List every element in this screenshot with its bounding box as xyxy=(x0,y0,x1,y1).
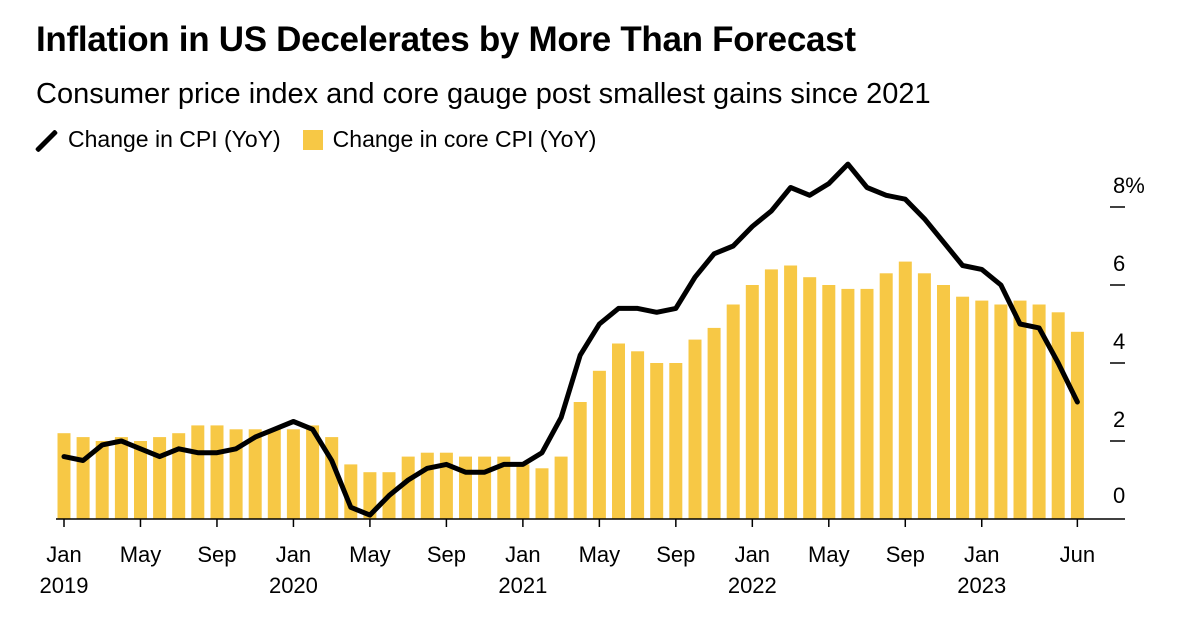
core-cpi-bar xyxy=(841,288,855,519)
core-cpi-bar xyxy=(898,261,912,519)
core-cpi-bar xyxy=(286,429,300,519)
core-cpi-bar xyxy=(516,464,530,519)
y-tick-label: 6 xyxy=(1113,251,1125,276)
core-cpi-bar xyxy=(726,304,740,519)
x-tick-label: Sep xyxy=(197,542,236,567)
core-cpi-bar xyxy=(1070,331,1084,519)
core-cpi-bar xyxy=(229,429,243,519)
core-cpi-bar xyxy=(439,452,453,519)
core-cpi-bar xyxy=(420,452,434,519)
legend-label-cpi: Change in CPI (YoY) xyxy=(68,126,281,152)
core-cpi-bar xyxy=(917,273,931,519)
core-cpi-bar xyxy=(153,437,167,519)
core-cpi-bar xyxy=(497,456,511,519)
y-tick-label: 2 xyxy=(1113,407,1125,432)
core-cpi-bar xyxy=(57,433,71,519)
core-cpi-bar xyxy=(784,265,798,519)
x-tick-year-label: 2020 xyxy=(269,573,318,598)
core-cpi-bar xyxy=(612,343,625,519)
x-axis: Jan 2019 May Sep Jan 2020 May Sep Jan 2021 May Sep J… xyxy=(40,518,1125,598)
core-cpi-bar xyxy=(956,296,970,519)
core-cpi-bar xyxy=(134,441,147,519)
core-cpi-bar xyxy=(860,288,874,519)
x-tick-label: Jan xyxy=(964,542,999,567)
x-tick-label: May xyxy=(579,542,621,567)
x-tick-label: Sep xyxy=(656,542,695,567)
core-cpi-bar xyxy=(573,402,587,519)
legend-item-core-cpi: Change in core CPI (YoY) xyxy=(302,126,597,153)
legend-item-cpi: Change in CPI (YoY) xyxy=(36,126,281,153)
x-tick-year-label: 2019 xyxy=(40,573,89,598)
core-cpi-bar xyxy=(822,285,836,519)
core-cpi-bar xyxy=(267,429,281,519)
legend-label-core-cpi: Change in core CPI (YoY) xyxy=(332,126,597,152)
core-cpi-bar xyxy=(478,456,492,519)
core-cpi-bar xyxy=(554,456,568,519)
chart-subtitle: Consumer price index and core gauge post… xyxy=(36,78,931,110)
x-tick-year-label: 2021 xyxy=(498,573,547,598)
core-cpi-bar xyxy=(975,300,989,519)
core-cpi-bar xyxy=(1032,304,1046,519)
core-cpi-bar xyxy=(172,433,186,519)
core-cpi-bar xyxy=(1051,312,1065,519)
x-tick-label: Sep xyxy=(886,542,925,567)
y-axis: 0 2 4 6 8% xyxy=(1110,173,1145,508)
core-cpi-bar xyxy=(631,351,645,519)
y-tick-label: 0 xyxy=(1113,483,1125,508)
core-cpi-bar xyxy=(707,327,721,519)
core-cpi-bar xyxy=(248,429,262,519)
core-cpi-bar xyxy=(210,425,224,519)
core-cpi-bar xyxy=(459,456,472,519)
core-cpi-bar xyxy=(803,277,817,519)
core-cpi-bar xyxy=(688,339,702,519)
x-tick-year-label: 2022 xyxy=(728,573,777,598)
x-tick-label: Jan xyxy=(276,542,311,567)
y-tick-label: 8% xyxy=(1113,173,1145,198)
core-cpi-bar xyxy=(535,468,549,519)
legend: Change in CPI (YoY) Change in core CPI (… xyxy=(36,126,618,153)
core-cpi-bar xyxy=(1013,300,1027,519)
cpi-line-layer xyxy=(61,161,1080,518)
x-tick-label: Jun xyxy=(1060,542,1095,567)
core-cpi-bar xyxy=(191,425,205,519)
legend-bar-swatch xyxy=(302,129,323,150)
core-cpi-bar xyxy=(650,363,664,519)
x-tick-label: Jan xyxy=(505,542,540,567)
core-cpi-bar xyxy=(401,456,415,519)
x-tick-label: Sep xyxy=(427,542,466,567)
core-cpi-bar xyxy=(937,285,950,519)
core-cpi-bar xyxy=(745,285,759,519)
core-cpi-bar xyxy=(764,269,778,519)
y-tick-label: 4 xyxy=(1113,329,1125,354)
x-tick-label: May xyxy=(808,542,850,567)
x-tick-label: Jan xyxy=(735,542,770,567)
core-cpi-bar xyxy=(994,304,1008,519)
core-cpi-bar xyxy=(95,441,109,519)
core-cpi-bar xyxy=(114,437,128,519)
x-tick-label: May xyxy=(349,542,391,567)
core-cpi-bar xyxy=(879,273,893,519)
core-cpi-bar xyxy=(592,370,606,519)
cpi-line xyxy=(61,161,1080,518)
core-cpi-bar xyxy=(306,425,320,519)
chart-title: Inflation in US Decelerates by More Than… xyxy=(36,20,856,59)
core-cpi-bar xyxy=(76,437,90,519)
x-tick-label: May xyxy=(120,542,162,567)
x-tick-label: Jan xyxy=(46,542,81,567)
core-cpi-bar xyxy=(669,363,683,519)
x-tick-year-label: 2023 xyxy=(957,573,1006,598)
core-cpi-bar xyxy=(363,472,377,519)
